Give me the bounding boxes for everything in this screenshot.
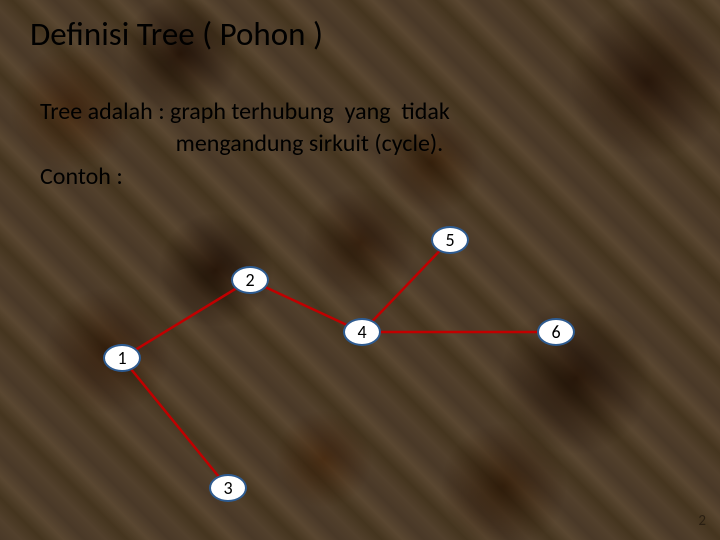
graph-node: 3 xyxy=(209,474,247,502)
graph-edge xyxy=(122,280,250,358)
graph-node: 5 xyxy=(431,226,469,254)
graph-node: 1 xyxy=(103,344,141,372)
graph-node: 2 xyxy=(231,266,269,294)
graph-edges xyxy=(0,0,720,540)
body-line-3: Contoh : xyxy=(40,162,123,191)
body-text: Tree adalah : graph terhubung yang tidak… xyxy=(40,96,450,193)
body-line-1: Tree adalah : graph terhubung yang tidak xyxy=(40,97,450,126)
graph-node: 6 xyxy=(537,318,575,346)
graph-edge xyxy=(362,240,450,332)
body-line-2: mengandung sirkuit (cycle). xyxy=(40,129,443,158)
graph-edge xyxy=(122,358,228,488)
graph-node: 4 xyxy=(343,318,381,346)
page-number: 2 xyxy=(698,512,706,530)
slide-title: Definisi Tree ( Pohon ) xyxy=(30,14,323,54)
